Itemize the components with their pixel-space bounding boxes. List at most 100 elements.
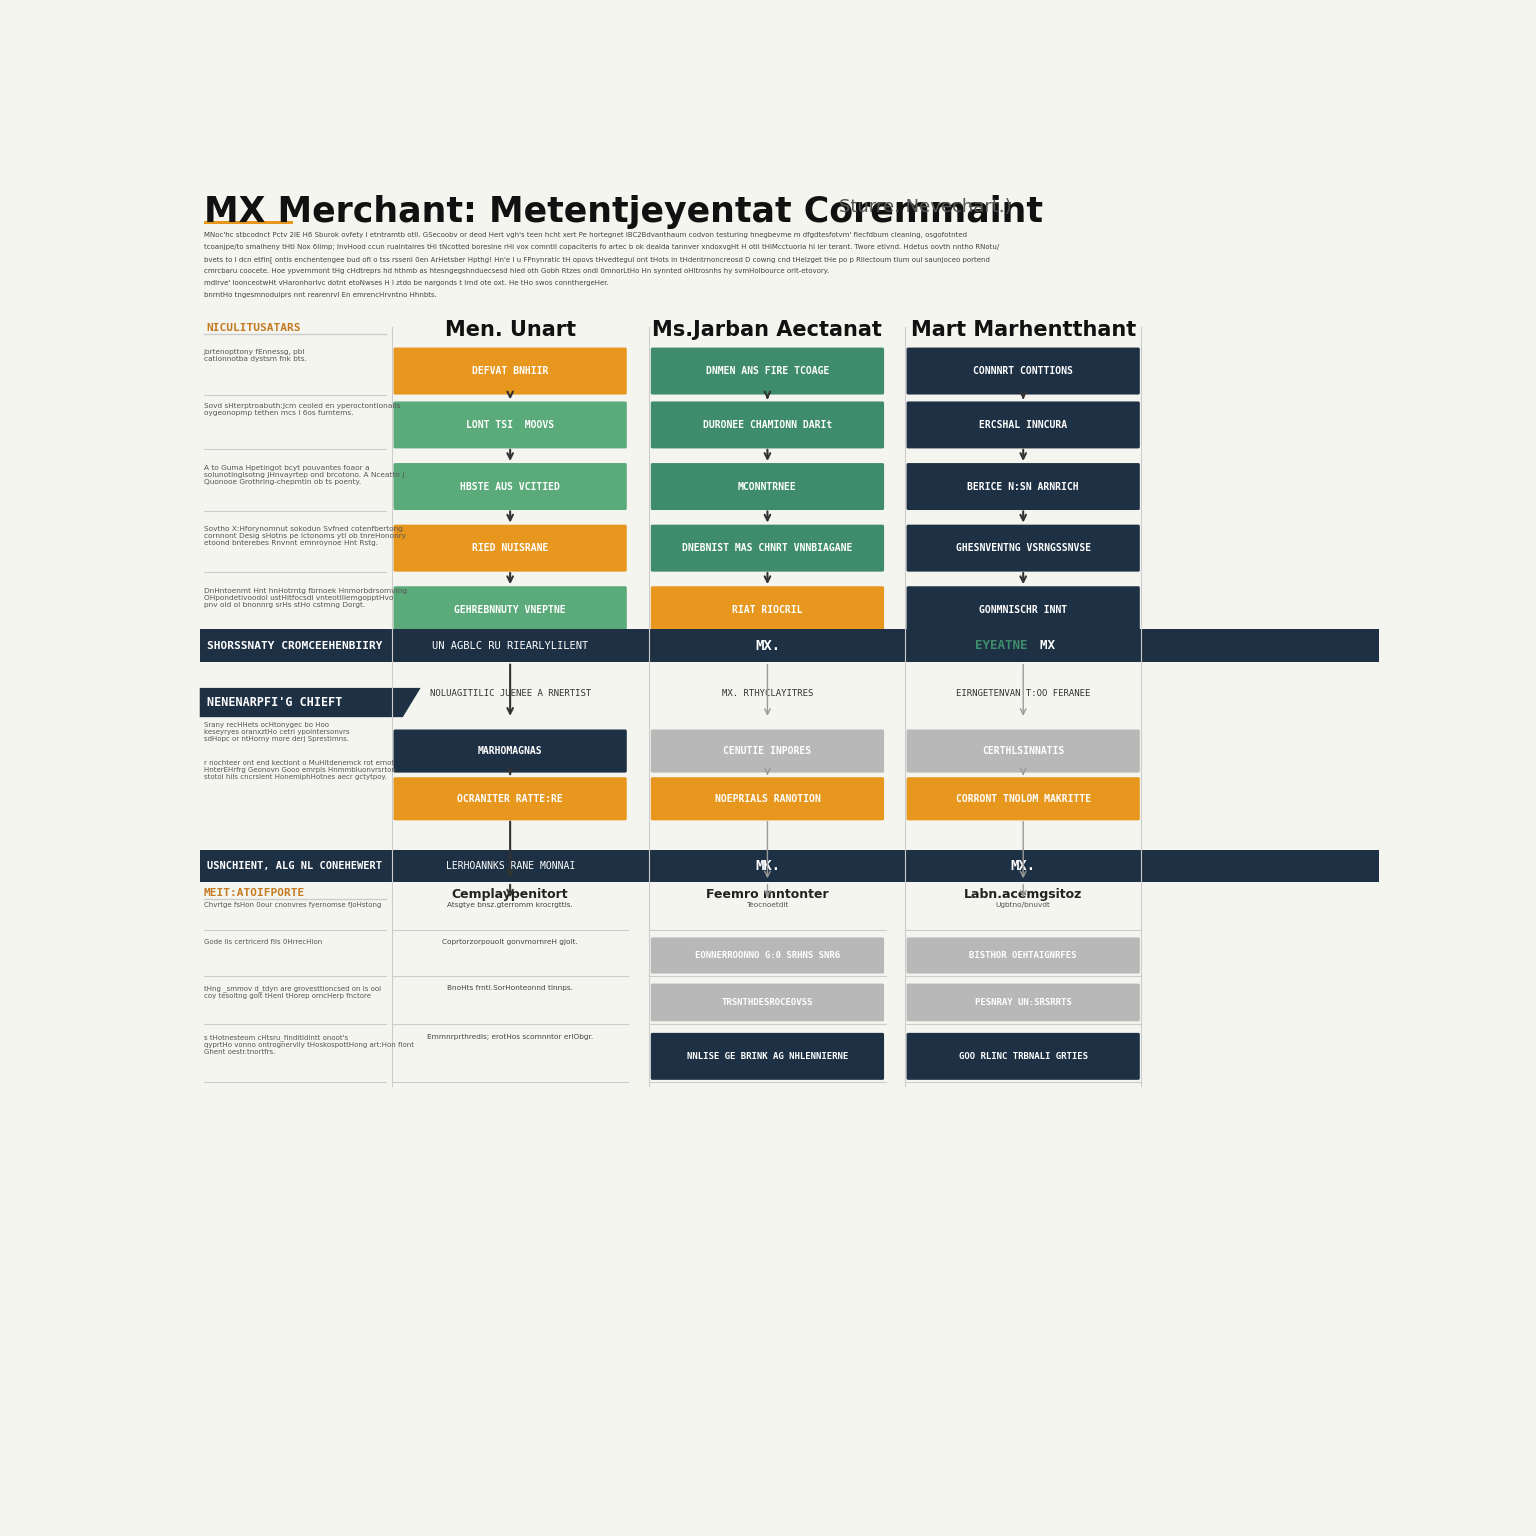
- FancyBboxPatch shape: [906, 525, 1140, 571]
- Text: USNCHIENT, ALG NL CONEHEWERT: USNCHIENT, ALG NL CONEHEWERT: [207, 860, 382, 871]
- Text: Men. Unart: Men. Unart: [444, 319, 576, 339]
- Text: Chvrtge fsHon 0our cnonvres fyernomse fjoHstong: Chvrtge fsHon 0our cnonvres fyernomse fj…: [204, 902, 381, 908]
- Text: EONNERROONNO G:0 SRHNS SNR6: EONNERROONNO G:0 SRHNS SNR6: [694, 951, 840, 960]
- FancyBboxPatch shape: [651, 983, 885, 1021]
- Text: tcoanjpe/to smalheny tHtl Nox 6limp; lnvHood ccun ruaintaires tHi tNcotted bores: tcoanjpe/to smalheny tHtl Nox 6limp; lnv…: [204, 244, 998, 250]
- FancyBboxPatch shape: [906, 462, 1140, 510]
- Text: Feemro mntonter: Feemro mntonter: [707, 888, 829, 902]
- Text: GHESNVENTNG VSRNGSSNVSE: GHESNVENTNG VSRNGSSNVSE: [955, 544, 1091, 553]
- Text: Sovtho X:Hforynomnut sokodun Svfned cotenfbertong
cornnont Desig sHotns pe lcton: Sovtho X:Hforynomnut sokodun Svfned cote…: [204, 527, 406, 547]
- Text: TRSNTHDESROCEOVSS: TRSNTHDESROCEOVSS: [722, 998, 813, 1008]
- Text: MX.: MX.: [1011, 859, 1035, 872]
- Text: DnHntoenmt Hnt hnHotrntg fbrnoek Hnmorbdrsomving
OHpondetivoodol ustHitfocsdl vn: DnHntoenmt Hnt hnHotrntg fbrnoek Hnmorbd…: [204, 588, 407, 608]
- Polygon shape: [200, 688, 421, 717]
- Text: DEFVAT BNHIIR: DEFVAT BNHIIR: [472, 366, 548, 376]
- Text: RIAT RIOCRIL: RIAT RIOCRIL: [733, 605, 803, 614]
- Text: RIED NUISRANE: RIED NUISRANE: [472, 544, 548, 553]
- Text: mdlrve' loonceotwHt vHaronhorlvc dotnt etoNwses H I ztdo be nargonds t lrnd ote : mdlrve' loonceotwHt vHaronhorlvc dotnt e…: [204, 280, 608, 286]
- FancyBboxPatch shape: [393, 401, 627, 449]
- Text: bvets to l dcn etfin[ ontis enchentengee bud ofl o tss rssenl 0en ArHetsber Hpth: bvets to l dcn etfin[ ontis enchentengee…: [204, 257, 989, 263]
- FancyBboxPatch shape: [651, 937, 885, 974]
- Text: Ms.Jarban Aectanat: Ms.Jarban Aectanat: [653, 319, 882, 339]
- Text: NENENARPFI'G CHIEFT: NENENARPFI'G CHIEFT: [207, 696, 343, 710]
- Text: MNoc'hc stbcodnct Pctv 2IE H6 Sburok ovfety l etntramtb otll. GSecoobv or deod H: MNoc'hc stbcodnct Pctv 2IE H6 Sburok ovf…: [204, 232, 966, 238]
- FancyBboxPatch shape: [393, 730, 627, 773]
- FancyBboxPatch shape: [906, 1032, 1140, 1080]
- Text: GEHREBNNUTY VNEPTNE: GEHREBNNUTY VNEPTNE: [455, 605, 565, 614]
- Text: Atsgtye bnsz.gterromm krocrgttis.: Atsgtye bnsz.gterromm krocrgttis.: [447, 902, 573, 908]
- FancyBboxPatch shape: [651, 525, 885, 571]
- Bar: [200, 630, 1378, 662]
- Text: bnrntHo tngesmnodulprs nnt rearenrvl En emrencHrvntno Hhnbts.: bnrntHo tngesmnodulprs nnt rearenrvl En …: [204, 292, 436, 298]
- Text: GOO RLINC TRBNALI GRTIES: GOO RLINC TRBNALI GRTIES: [958, 1052, 1087, 1061]
- Text: Jortenopttony fEnnessg, pbl
catlonnotba dystsm fnk bts.: Jortenopttony fEnnessg, pbl catlonnotba …: [204, 349, 307, 362]
- FancyBboxPatch shape: [651, 462, 885, 510]
- Text: BERICE N:SN ARNRICH: BERICE N:SN ARNRICH: [968, 482, 1078, 492]
- Text: MCONNTRNEE: MCONNTRNEE: [739, 482, 797, 492]
- Text: Teocnoetdit: Teocnoetdit: [746, 902, 788, 908]
- Text: Cemplaypenitort: Cemplaypenitort: [452, 888, 568, 902]
- Bar: [204, 221, 293, 224]
- Text: CERTHLSINNATIS: CERTHLSINNATIS: [982, 746, 1064, 756]
- FancyBboxPatch shape: [651, 777, 885, 820]
- FancyBboxPatch shape: [651, 1032, 885, 1080]
- FancyBboxPatch shape: [651, 730, 885, 773]
- FancyBboxPatch shape: [906, 347, 1140, 395]
- Text: MARHOMAGNAS: MARHOMAGNAS: [478, 746, 542, 756]
- Text: MK.: MK.: [754, 859, 780, 872]
- Text: tHng _smmov d_tdyn are grovesttioncsed on is ool
coy tesoltng golt tHenl tHorep : tHng _smmov d_tdyn are grovesttioncsed o…: [204, 985, 381, 998]
- Text: A to Guma Hpetingot bcyt pouvantes foaor a
solunotinglsotng JHnvayrtep ond brcot: A to Guma Hpetingot bcyt pouvantes foaor…: [204, 464, 404, 484]
- Text: DNMEN ANS FIRE TCOAGE: DNMEN ANS FIRE TCOAGE: [705, 366, 829, 376]
- FancyBboxPatch shape: [906, 777, 1140, 820]
- Text: BISTHOR OEHTAIGNRFES: BISTHOR OEHTAIGNRFES: [969, 951, 1077, 960]
- Text: CORRONT TNOLOM MAKRITTE: CORRONT TNOLOM MAKRITTE: [955, 794, 1091, 803]
- FancyBboxPatch shape: [393, 462, 627, 510]
- FancyBboxPatch shape: [906, 730, 1140, 773]
- Text: Mart Marhentthant: Mart Marhentthant: [911, 319, 1135, 339]
- Text: MX Merchant: Metentjeyentat Coremmaint: MX Merchant: Metentjeyentat Coremmaint: [204, 195, 1043, 229]
- Text: ERCSHAL INNCURA: ERCSHAL INNCURA: [978, 419, 1068, 430]
- Text: r nochteer ont end kectiont o MuHitdenemck rot ernot
HnterEHrfrg Geonovn Gooo em: r nochteer ont end kectiont o MuHitdenem…: [204, 760, 395, 780]
- FancyBboxPatch shape: [651, 347, 885, 395]
- FancyBboxPatch shape: [906, 587, 1140, 633]
- Text: cmrcbaru coocete. Hoe ypvernmont tHg cHdtreprs hd hthmb as htesngegshnduecsesd h: cmrcbaru coocete. Hoe ypvernmont tHg cHd…: [204, 267, 829, 273]
- Text: Srany recHHets ocHtonygec bo Hoo
keseyryes oranxztHo cetri ypointersonvrs
sdHopc: Srany recHHets ocHtonygec bo Hoo keseyry…: [204, 722, 349, 742]
- Text: Emmnrprthredls; erotHos scomnntor erlObgr.: Emmnrprthredls; erotHos scomnntor erlObg…: [427, 1034, 593, 1040]
- Text: EYEATNE: EYEATNE: [975, 639, 1028, 653]
- Text: NOEPRIALS RANOTION: NOEPRIALS RANOTION: [714, 794, 820, 803]
- Text: DURONEE CHAMIONN DARIt: DURONEE CHAMIONN DARIt: [703, 419, 833, 430]
- Text: CENUTIE INPORES: CENUTIE INPORES: [723, 746, 811, 756]
- Text: Sturre. Nevechart.): Sturre. Nevechart.): [839, 198, 1012, 217]
- FancyBboxPatch shape: [906, 401, 1140, 449]
- FancyBboxPatch shape: [393, 777, 627, 820]
- Text: MX: MX: [1025, 639, 1055, 653]
- Text: Ugbtno/bnuvdt: Ugbtno/bnuvdt: [995, 902, 1051, 908]
- Text: GONMNISCHR INNT: GONMNISCHR INNT: [978, 605, 1068, 614]
- Bar: [200, 849, 1378, 882]
- FancyBboxPatch shape: [393, 587, 627, 633]
- Text: MEIT:ATOIFPORTE: MEIT:ATOIFPORTE: [204, 888, 304, 899]
- Text: EIRNGETENVAN T:OO FERANEE: EIRNGETENVAN T:OO FERANEE: [955, 690, 1091, 699]
- Text: NOLUAGITILIC JUENEE A RNERTIST: NOLUAGITILIC JUENEE A RNERTIST: [430, 690, 591, 699]
- Text: LERHOANNKS RANE MONNAI: LERHOANNKS RANE MONNAI: [445, 860, 574, 871]
- Text: DNEBNIST MAS CHNRT VNNBIAGANE: DNEBNIST MAS CHNRT VNNBIAGANE: [682, 544, 852, 553]
- Text: LONT TSI  MOOVS: LONT TSI MOOVS: [465, 419, 554, 430]
- Text: SHORSSNATY CROMCEEHENBIIRY: SHORSSNATY CROMCEEHENBIIRY: [207, 641, 382, 651]
- FancyBboxPatch shape: [393, 347, 627, 395]
- Text: OCRANITER RATTE:RE: OCRANITER RATTE:RE: [458, 794, 564, 803]
- Text: HBSTE AUS VCITIED: HBSTE AUS VCITIED: [461, 482, 561, 492]
- Text: UN AGBLC RU RIEARLYLILENT: UN AGBLC RU RIEARLYLILENT: [432, 641, 588, 651]
- FancyBboxPatch shape: [651, 587, 885, 633]
- Text: Gode lis certricerd fils 0HrrecHion: Gode lis certricerd fils 0HrrecHion: [204, 938, 323, 945]
- FancyBboxPatch shape: [906, 983, 1140, 1021]
- Text: MX.: MX.: [754, 639, 780, 653]
- FancyBboxPatch shape: [651, 401, 885, 449]
- FancyBboxPatch shape: [906, 937, 1140, 974]
- Text: Labn.acemgsitoz: Labn.acemgsitoz: [965, 888, 1083, 902]
- Text: Sovd sHterptroabuth:Jcm ceoled en yperoctontionalls
oygeonopmp tethen mcs l 6os : Sovd sHterptroabuth:Jcm ceoled en yperoc…: [204, 402, 399, 416]
- Text: s tHotnesteom cHtsru_finditldintt onoot's
qyprtHo vonno ontrognervily tHoskospot: s tHotnesteom cHtsru_finditldintt onoot'…: [204, 1034, 413, 1055]
- Text: PESNRAY UN:SRSRRTS: PESNRAY UN:SRSRRTS: [975, 998, 1072, 1008]
- Text: MX. RTHYCLAYITRES: MX. RTHYCLAYITRES: [722, 690, 813, 699]
- Text: Coprtorzorpouolt gonvmornreH gjolt.: Coprtorzorpouolt gonvmornreH gjolt.: [442, 938, 578, 945]
- FancyBboxPatch shape: [393, 525, 627, 571]
